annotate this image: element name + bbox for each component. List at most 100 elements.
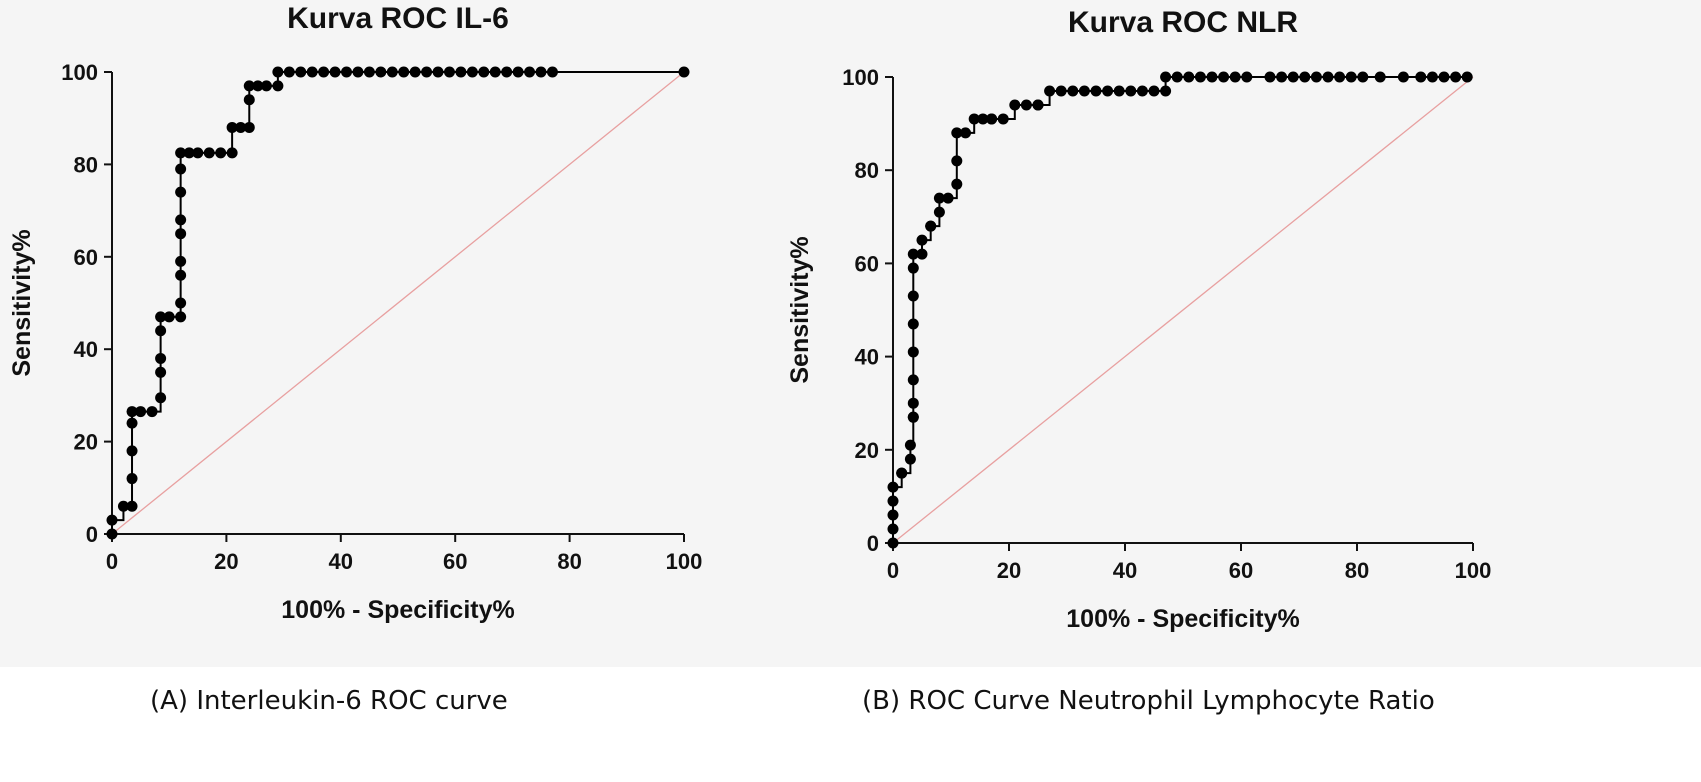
roc-point	[896, 467, 908, 479]
roc-point	[443, 66, 455, 78]
roc-point	[1415, 71, 1427, 83]
roc-point	[1241, 71, 1253, 83]
roc-point	[126, 417, 138, 429]
y-tick-label: 100	[61, 60, 98, 85]
roc-point	[907, 290, 919, 302]
roc-point	[977, 113, 989, 125]
x-tick-label: 80	[557, 549, 581, 574]
roc-point	[183, 147, 195, 159]
roc-point	[175, 311, 187, 323]
roc-point	[1426, 71, 1438, 83]
roc-point	[295, 66, 307, 78]
roc-point	[252, 80, 264, 92]
roc-point	[341, 66, 353, 78]
roc-point	[524, 66, 536, 78]
roc-point	[1148, 85, 1160, 97]
roc-point	[203, 147, 215, 159]
roc-point	[155, 325, 167, 337]
roc-point	[352, 66, 364, 78]
roc-point	[1310, 71, 1322, 83]
roc-point	[283, 66, 295, 78]
roc-point	[175, 269, 187, 281]
roc-point	[960, 127, 971, 139]
roc-point	[887, 537, 899, 549]
roc-point	[951, 127, 963, 139]
x-tick-label: 80	[1345, 558, 1369, 583]
roc-point	[904, 453, 916, 465]
y-tick-label: 100	[842, 65, 879, 90]
roc-point	[1160, 85, 1172, 97]
roc-point	[916, 248, 928, 260]
roc-point	[432, 66, 444, 78]
roc-point	[489, 66, 501, 78]
x-tick-label: 20	[214, 549, 238, 574]
x-tick-label: 60	[443, 549, 467, 574]
roc-point	[933, 192, 945, 204]
roc-point	[126, 445, 138, 457]
roc-point	[126, 473, 138, 485]
y-tick-label: 20	[74, 430, 98, 455]
roc-point	[135, 406, 147, 418]
roc-point	[1078, 85, 1090, 97]
roc-point	[1397, 71, 1409, 83]
roc-point	[1183, 71, 1195, 83]
roc-point	[175, 255, 187, 267]
roc-point	[907, 374, 919, 386]
roc-point	[951, 155, 963, 167]
roc-point	[466, 66, 478, 78]
roc-point	[455, 66, 467, 78]
y-axis-label: Sensitivity%	[8, 229, 36, 376]
roc-point	[997, 113, 1009, 125]
x-tick-label: 60	[1229, 558, 1253, 583]
roc-point	[1206, 71, 1218, 83]
roc-point	[106, 514, 118, 526]
roc-point	[192, 147, 204, 159]
roc-point	[1136, 85, 1148, 97]
roc-point	[887, 509, 899, 521]
roc-point	[1374, 71, 1386, 83]
roc-point	[1438, 71, 1450, 83]
roc-point	[907, 411, 919, 423]
x-tick-label: 40	[1113, 558, 1137, 583]
roc-point	[1067, 85, 1079, 97]
y-tick-label: 80	[74, 152, 98, 177]
caption-a: (A) Interleukin-6 ROC curve	[150, 686, 508, 716]
roc-point	[1264, 71, 1276, 83]
x-tick-label: 0	[887, 558, 899, 583]
roc-point	[887, 481, 899, 493]
roc-point	[1020, 99, 1032, 111]
roc-point	[678, 66, 690, 78]
roc-point	[226, 121, 238, 133]
roc-point	[175, 214, 187, 226]
y-tick-label: 40	[74, 337, 98, 362]
roc-point	[907, 248, 919, 260]
roc-point	[1055, 85, 1067, 97]
roc-point	[329, 66, 341, 78]
roc-point	[1160, 71, 1172, 83]
roc-point	[535, 66, 547, 78]
roc-point	[968, 113, 980, 125]
x-axis-label: 100% - Specificity%	[281, 596, 514, 624]
x-tick-label: 20	[997, 558, 1021, 583]
roc-point	[117, 500, 129, 512]
roc-point	[106, 528, 118, 540]
reference-line	[111, 71, 685, 535]
roc-point	[318, 66, 330, 78]
roc-point	[501, 66, 513, 78]
roc-point	[175, 186, 187, 198]
roc-point	[1357, 71, 1369, 83]
roc-point	[1299, 71, 1311, 83]
roc-point	[386, 66, 398, 78]
y-tick-label: 60	[74, 245, 98, 270]
figure-background	[0, 0, 1701, 667]
roc-point	[306, 66, 318, 78]
y-axis-label: Sensitivity%	[786, 236, 814, 383]
y-tick-label: 80	[855, 158, 879, 183]
roc-point	[409, 66, 421, 78]
roc-point	[243, 94, 255, 106]
roc-point	[363, 66, 375, 78]
y-tick-label: 20	[855, 438, 879, 463]
roc-point	[272, 66, 284, 78]
